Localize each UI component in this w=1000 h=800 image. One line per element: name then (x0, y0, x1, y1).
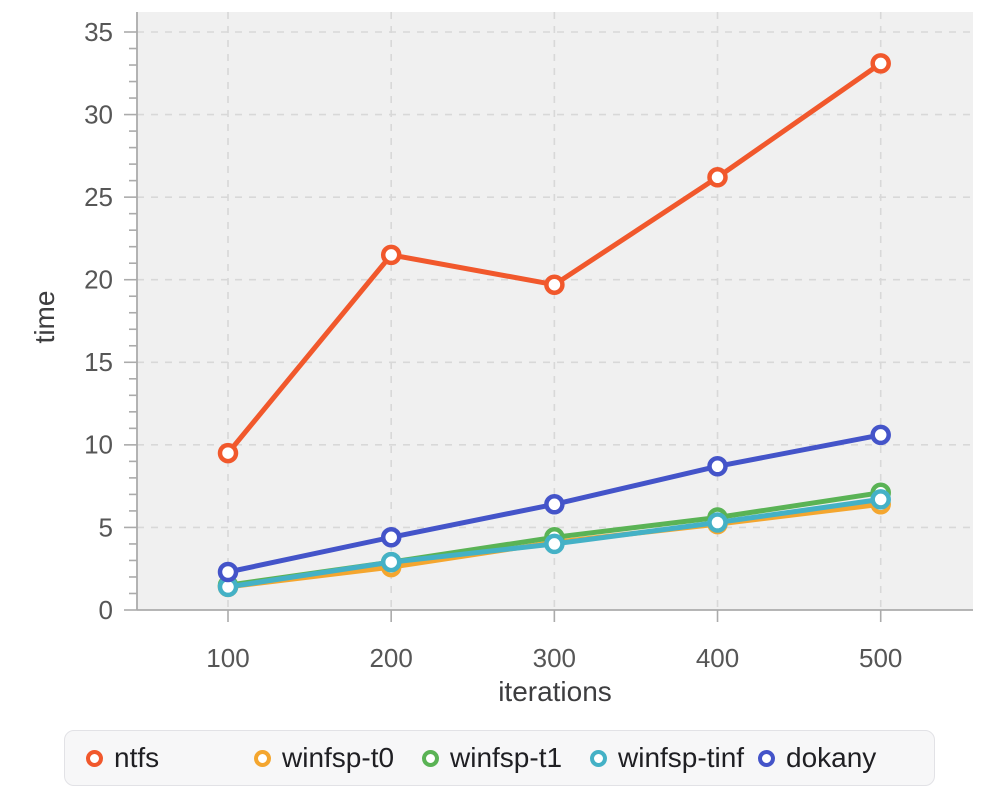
legend-label: winfsp-t1 (450, 742, 563, 773)
data-point-dokany (870, 424, 891, 446)
data-point-winfsp-tinf (544, 533, 565, 555)
x-tick-label: 100 (206, 643, 249, 673)
line-chart-canvas: 0 5 10 15 20 25 30 35 100 200 300 400 500 (84, 12, 973, 673)
series-marker-icon (86, 749, 103, 767)
legend-label: winfsp-tinf (618, 742, 745, 773)
data-point-winfsp-tinf (870, 489, 891, 510)
data-point-winfsp-tinf (707, 512, 728, 533)
y-tick-label: 35 (84, 17, 113, 47)
legend-item-ntfs: ntfs (86, 744, 254, 772)
data-point-dokany (380, 527, 402, 548)
legend: ntfs winfsp-t0 winfsp-t1 winfsp-tinf dokany (64, 730, 935, 786)
data-point-ntfs (870, 53, 891, 74)
legend-item-winfsp-tinf: winfsp-tinf (590, 744, 758, 772)
legend-item-dokany: dokany (758, 744, 926, 772)
series-marker-icon (254, 749, 271, 767)
x-tick-label: 500 (859, 643, 902, 673)
data-point-winfsp-tinf (380, 551, 402, 573)
series-marker-icon (758, 749, 775, 767)
y-axis-title: time (29, 290, 60, 344)
series-marker-icon (590, 749, 607, 767)
x-tick-label: 400 (696, 643, 739, 673)
legend-item-winfsp-t0: winfsp-t0 (254, 744, 422, 772)
y-tick-label: 10 (84, 430, 113, 460)
data-point-dokany (217, 561, 239, 583)
y-tick-label: 5 (99, 512, 113, 542)
legend-item-winfsp-t1: winfsp-t1 (422, 744, 590, 772)
legend-label: ntfs (114, 742, 160, 773)
x-tick-label: 200 (369, 643, 412, 673)
y-tick-label: 15 (84, 347, 113, 377)
data-point-ntfs (544, 274, 565, 295)
legend-label: winfsp-t0 (282, 742, 395, 773)
y-tick-label: 30 (84, 99, 113, 129)
data-point-dokany (707, 456, 728, 477)
x-tick-label: 300 (533, 643, 576, 673)
y-tick-label: 0 (99, 595, 113, 625)
data-point-ntfs (217, 442, 239, 464)
series-marker-icon (422, 749, 439, 767)
data-point-ntfs (707, 167, 728, 188)
data-point-dokany (544, 494, 565, 515)
x-axis-title: iterations (498, 676, 612, 707)
legend-label: dokany (786, 742, 877, 773)
y-tick-label: 20 (84, 265, 113, 295)
y-tick-label: 25 (84, 182, 113, 212)
data-point-ntfs (380, 244, 402, 266)
